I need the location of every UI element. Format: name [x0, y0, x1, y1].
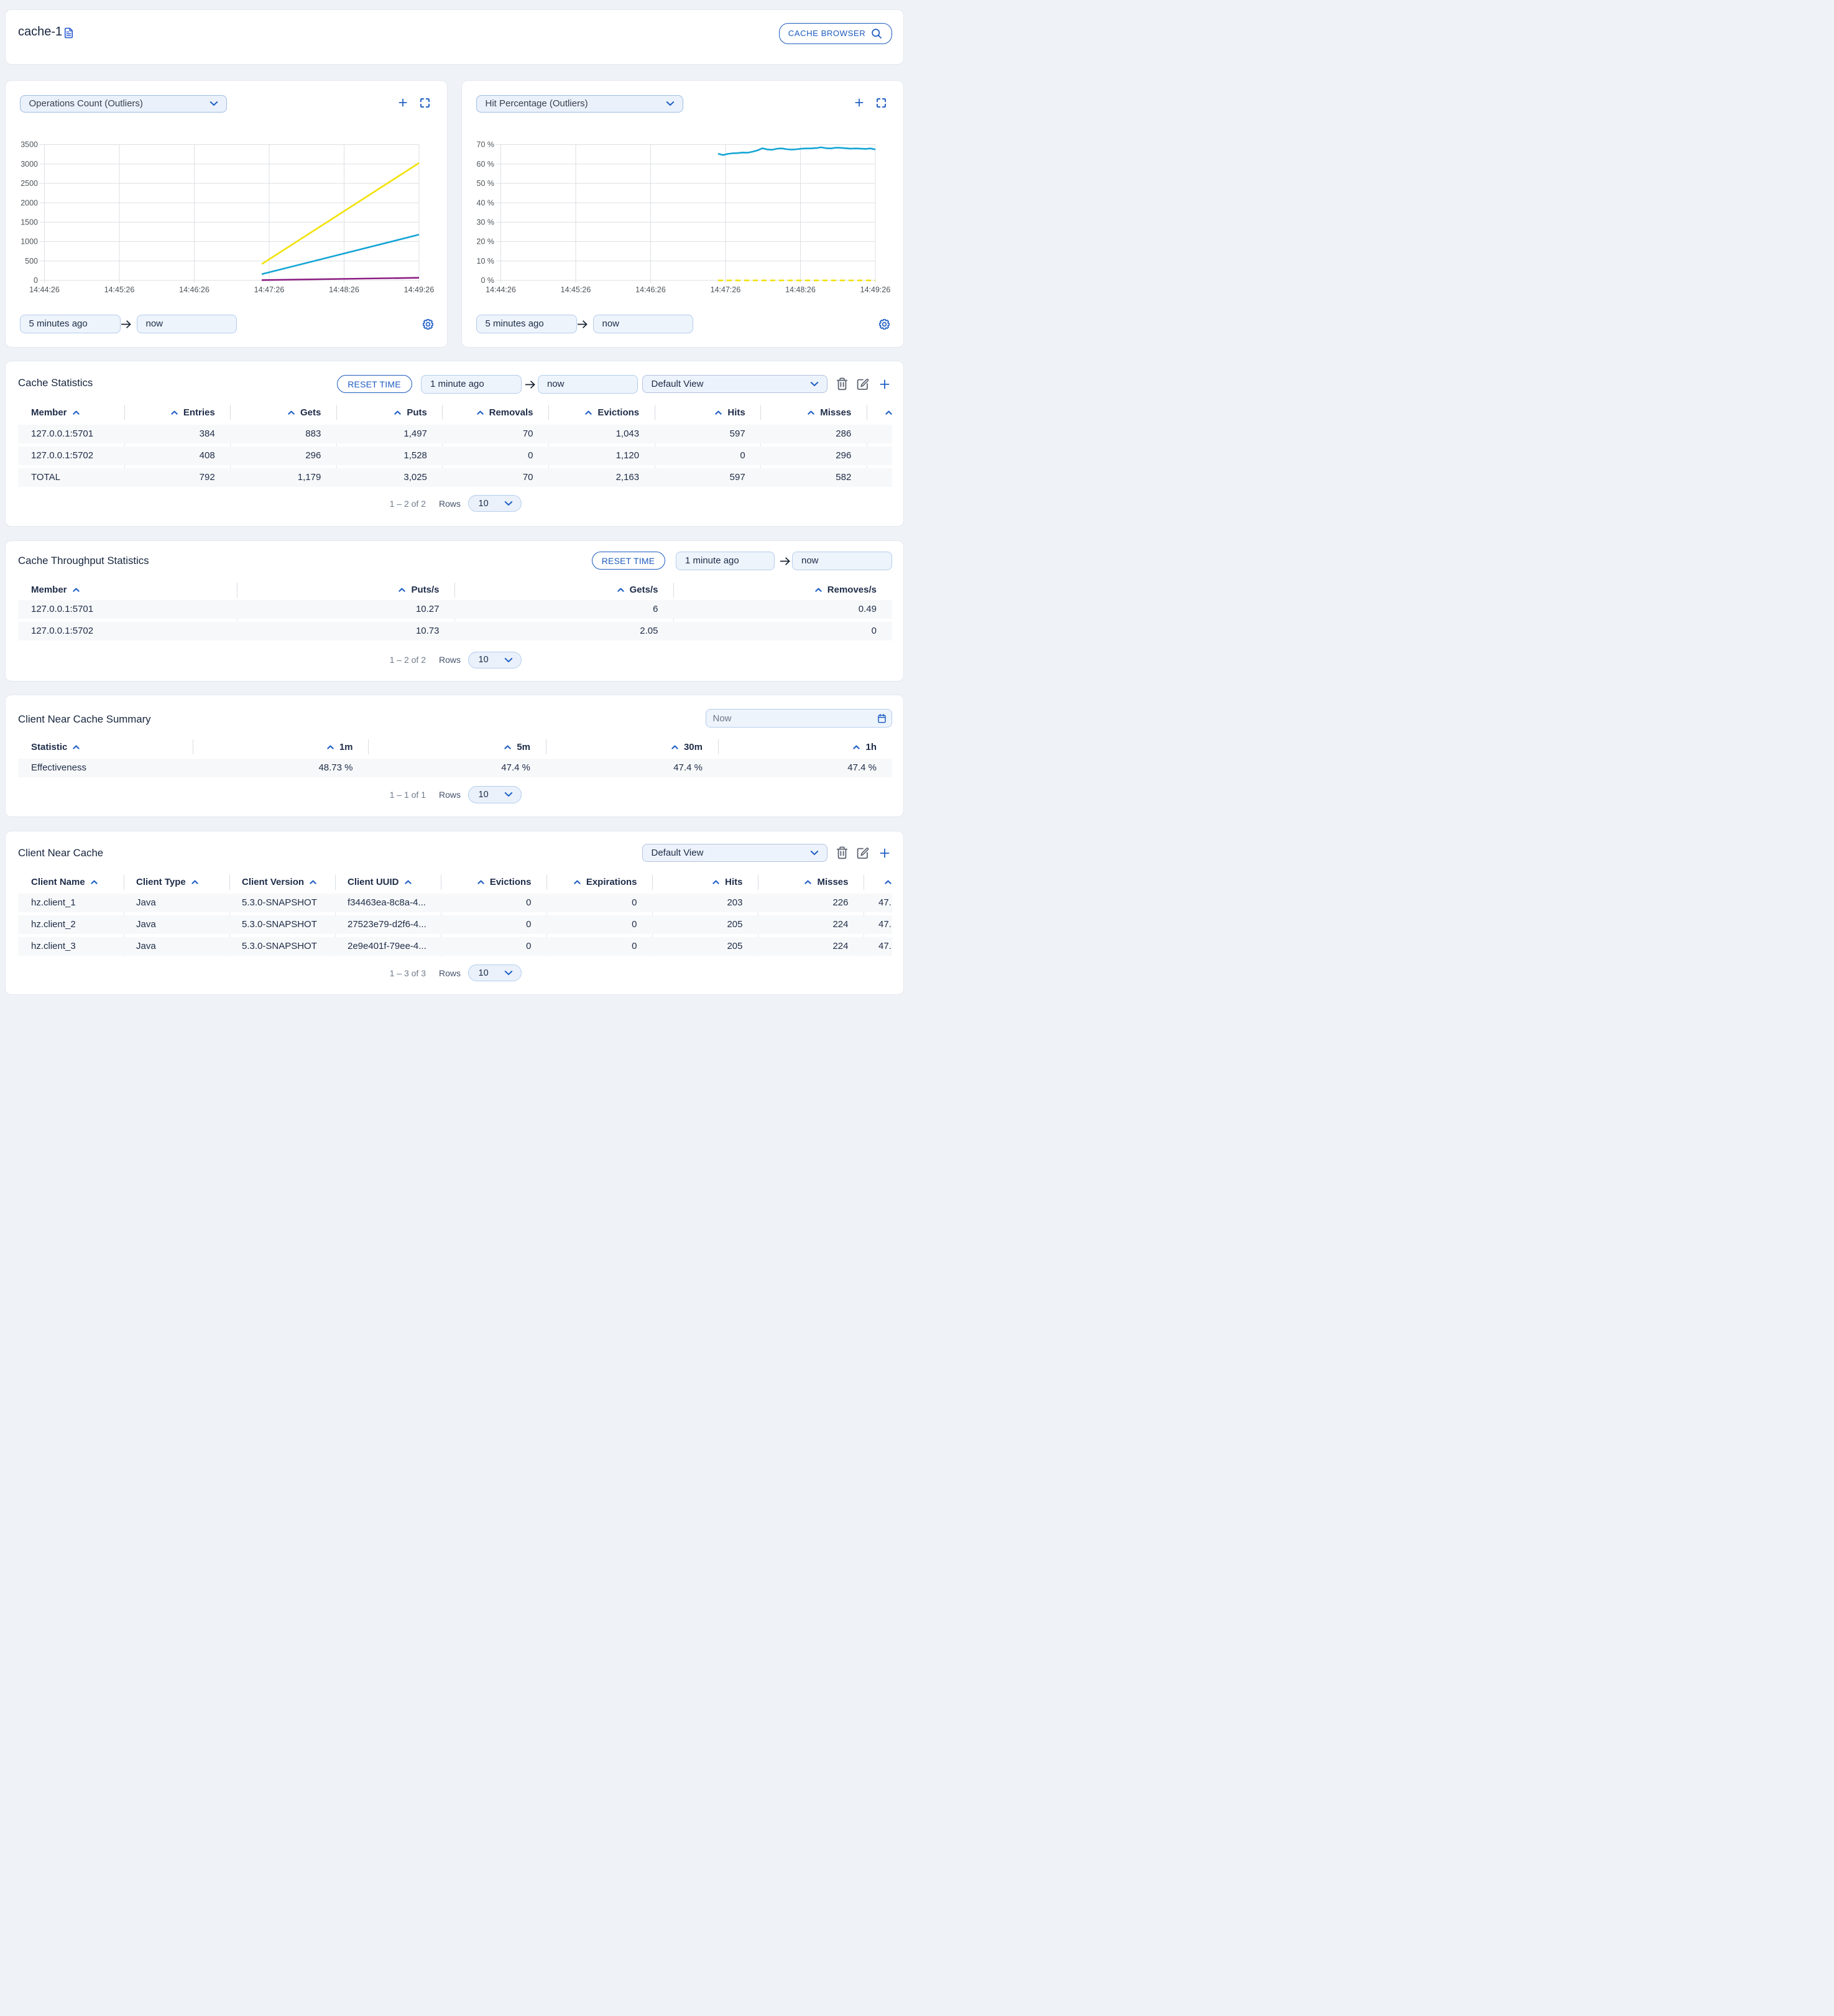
svg-text:2500: 2500 — [21, 179, 38, 188]
svg-text:14:49:26: 14:49:26 — [403, 285, 434, 294]
svg-text:30 %: 30 % — [476, 218, 494, 226]
svg-text:2000: 2000 — [21, 198, 38, 207]
svg-text:14:47:26: 14:47:26 — [254, 285, 284, 294]
svg-text:10 %: 10 % — [476, 256, 494, 265]
svg-text:70 %: 70 % — [476, 140, 494, 149]
svg-text:14:46:26: 14:46:26 — [635, 285, 666, 294]
svg-text:3500: 3500 — [21, 140, 38, 149]
svg-text:14:49:26: 14:49:26 — [860, 285, 890, 294]
svg-text:14:44:26: 14:44:26 — [486, 285, 516, 294]
svg-text:60 %: 60 % — [476, 159, 494, 168]
svg-text:0 %: 0 % — [481, 276, 494, 285]
svg-text:1000: 1000 — [21, 237, 38, 246]
svg-text:50 %: 50 % — [476, 179, 494, 188]
svg-text:0: 0 — [34, 276, 38, 285]
svg-text:1500: 1500 — [21, 218, 38, 226]
svg-text:40 %: 40 % — [476, 198, 494, 207]
svg-text:14:48:26: 14:48:26 — [329, 285, 359, 294]
svg-text:14:48:26: 14:48:26 — [785, 285, 816, 294]
svg-text:14:45:26: 14:45:26 — [104, 285, 134, 294]
svg-text:14:44:26: 14:44:26 — [29, 285, 60, 294]
svg-text:20 %: 20 % — [476, 237, 494, 246]
svg-text:14:46:26: 14:46:26 — [179, 285, 210, 294]
svg-text:14:47:26: 14:47:26 — [710, 285, 740, 294]
svg-text:500: 500 — [25, 256, 38, 265]
svg-text:3000: 3000 — [21, 159, 38, 168]
svg-text:14:45:26: 14:45:26 — [560, 285, 591, 294]
